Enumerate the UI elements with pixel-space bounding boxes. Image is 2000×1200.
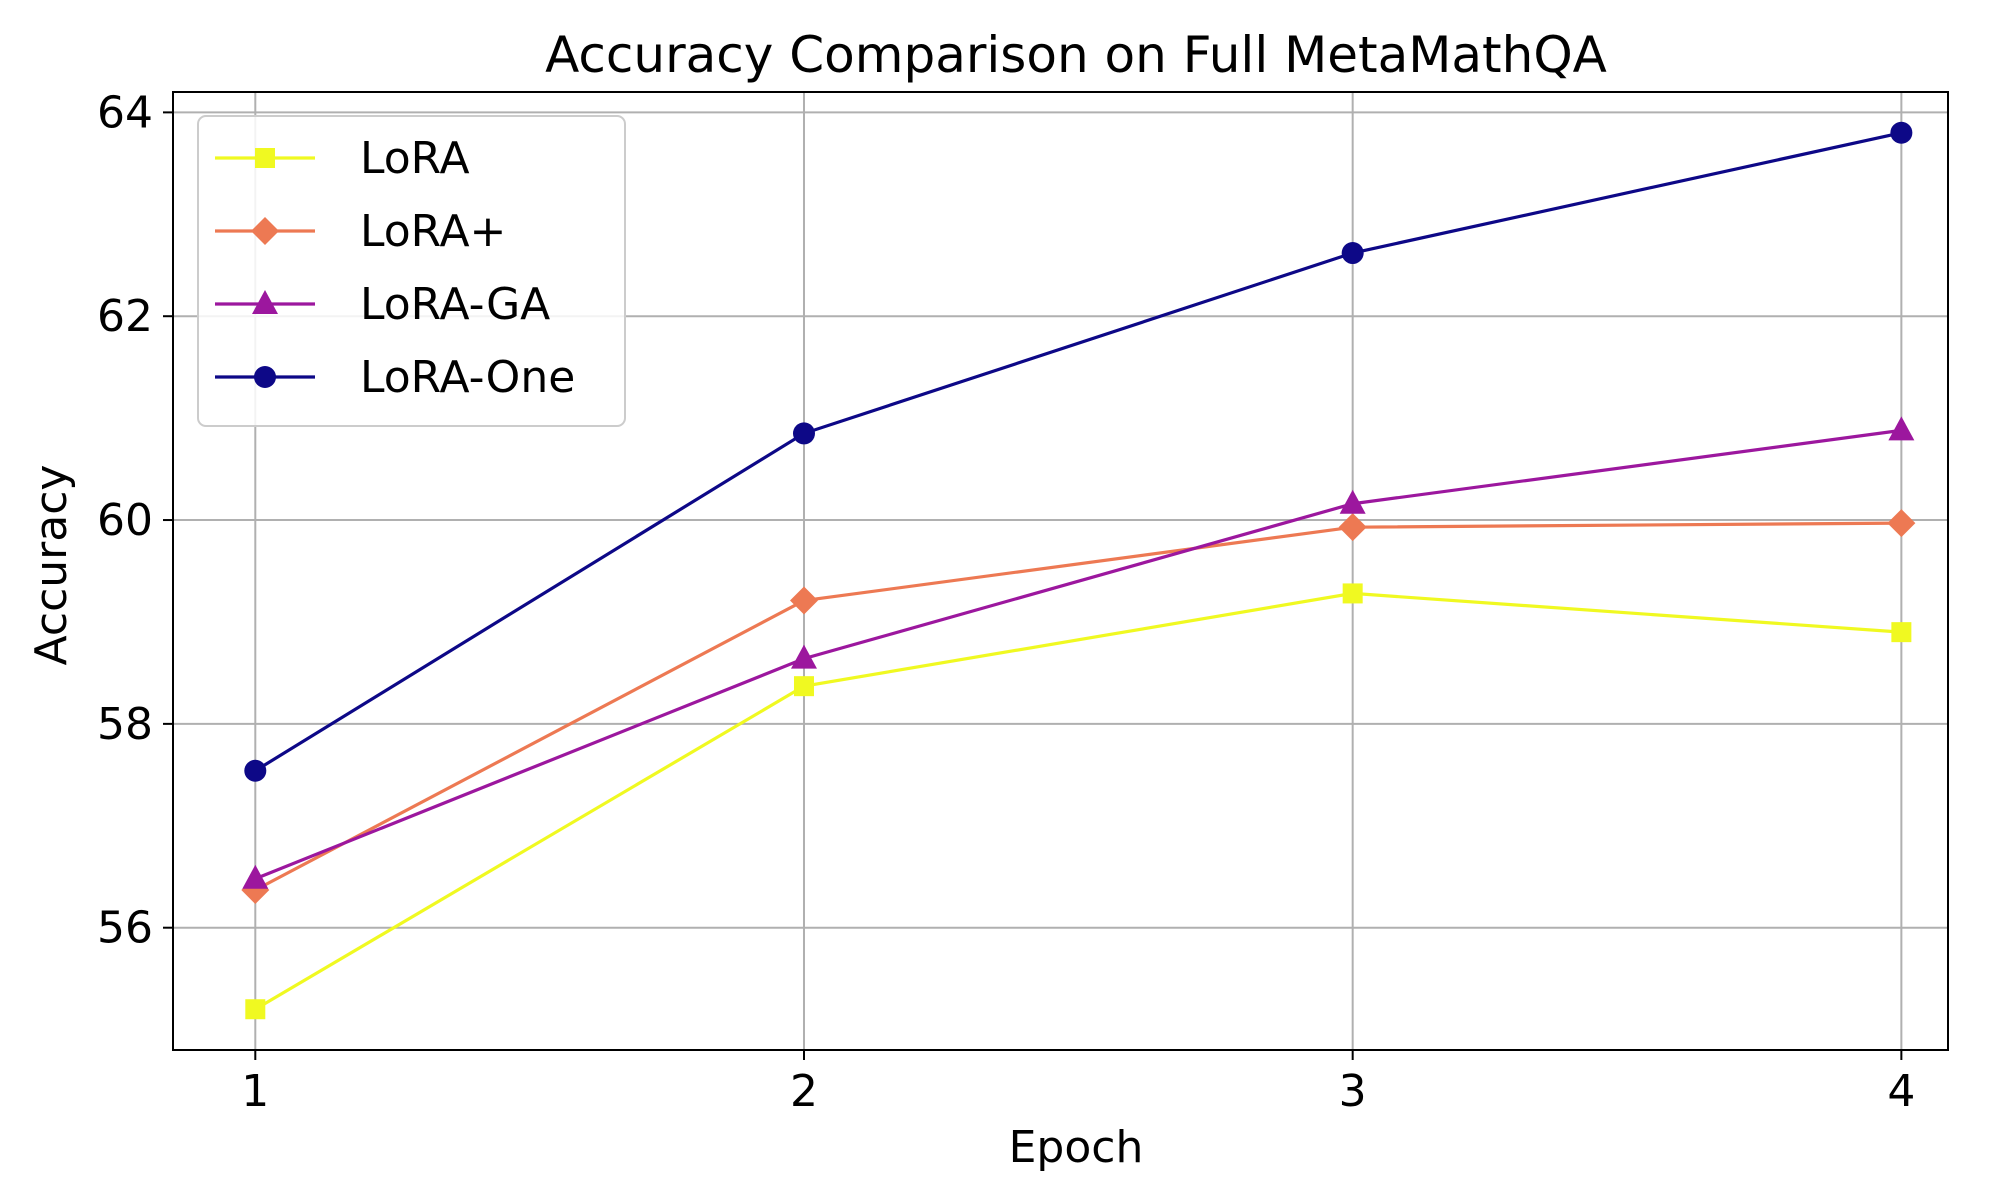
legend-marker bbox=[251, 217, 279, 245]
legend-item-lora-one: LoRA-One bbox=[215, 352, 575, 403]
x-tick-label: 4 bbox=[1887, 1066, 1915, 1117]
data-point-lora- bbox=[1887, 509, 1916, 538]
legend-marker bbox=[255, 148, 275, 168]
y-axis-label: Accuracy bbox=[26, 465, 77, 666]
series-lora bbox=[245, 583, 1912, 1020]
series-line-lora bbox=[254, 591, 1902, 1011]
chart-title: Accuracy Comparison on Full MetaMathQA bbox=[545, 26, 1607, 84]
legend-marker bbox=[252, 290, 278, 314]
series-lora-ga bbox=[242, 416, 1915, 889]
data-point-lora-ga bbox=[1339, 489, 1366, 514]
y-tick-label: 56 bbox=[97, 903, 153, 954]
series-lora-one bbox=[244, 121, 1913, 782]
x-tick-label: 3 bbox=[1339, 1066, 1367, 1117]
legend-label: LoRA+ bbox=[360, 206, 506, 257]
data-point-lora bbox=[1342, 583, 1363, 604]
data-point-lora-one bbox=[1890, 121, 1913, 144]
legend-item-lora-ga: LoRA-GA bbox=[215, 279, 550, 330]
data-point-lora-ga bbox=[1888, 416, 1915, 441]
data-point-lora bbox=[793, 676, 814, 697]
y-tick-label: 58 bbox=[97, 699, 153, 750]
data-point-lora bbox=[1891, 622, 1912, 643]
series-line-lora- bbox=[254, 521, 1902, 892]
x-axis-label: Epoch bbox=[1009, 1122, 1144, 1173]
plot-area bbox=[172, 91, 1949, 1051]
legend-marker bbox=[254, 366, 276, 388]
y-tick-label: 60 bbox=[97, 495, 153, 546]
legend-label: LoRA-One bbox=[360, 352, 575, 403]
series-lora- bbox=[241, 509, 1916, 904]
legend-box bbox=[197, 115, 626, 427]
legend-item-lora-: LoRA+ bbox=[215, 206, 506, 257]
data-point-lora- bbox=[789, 586, 818, 615]
legend-label: LoRA-GA bbox=[360, 279, 550, 330]
x-tick-label: 1 bbox=[241, 1066, 269, 1117]
y-tick-label: 62 bbox=[97, 291, 153, 342]
series-line-lora-one bbox=[254, 131, 1902, 773]
data-point-lora-one bbox=[244, 759, 267, 782]
data-point-lora-ga bbox=[242, 864, 269, 889]
y-axis-ticks: 56 58 60 62 64 bbox=[97, 87, 173, 954]
legend-label: LoRA bbox=[360, 133, 470, 184]
series-group bbox=[241, 121, 1916, 1020]
series-line-lora-ga bbox=[254, 428, 1902, 881]
legend-item-lora: LoRA bbox=[215, 133, 470, 184]
x-tick-label: 2 bbox=[790, 1066, 818, 1117]
data-point-lora-ga bbox=[790, 644, 817, 669]
y-tick-label: 64 bbox=[97, 87, 153, 138]
x-axis-ticks: 1 2 3 4 bbox=[241, 1050, 1915, 1117]
data-point-lora- bbox=[1338, 513, 1367, 542]
legend: LoRA LoRA+ LoRA-GA LoRA-One bbox=[197, 115, 626, 427]
data-point-lora-one bbox=[1341, 242, 1364, 265]
data-point-lora-one bbox=[792, 422, 815, 445]
data-point-lora bbox=[245, 999, 266, 1020]
